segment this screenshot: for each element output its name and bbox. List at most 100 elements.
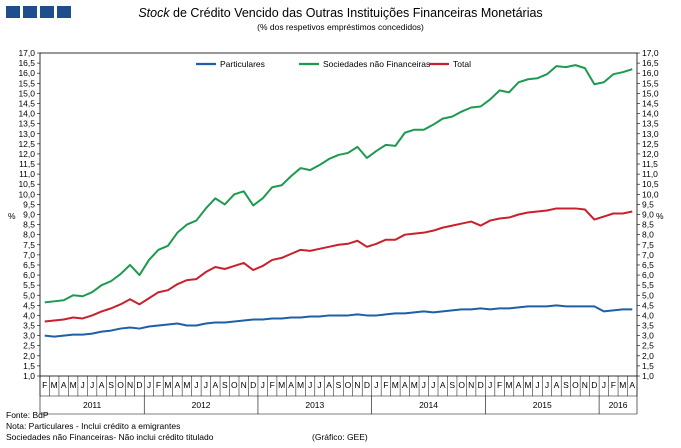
- y-tick-label-right: 6,0: [642, 270, 654, 280]
- y-tick-label-right: 13,0: [642, 129, 659, 139]
- x-month-label: N: [354, 380, 360, 390]
- y-tick-label-right: 17,0: [642, 48, 659, 58]
- y-tick-label-right: 16,0: [642, 68, 659, 78]
- y-tick-label-right: 2,0: [642, 351, 654, 361]
- y-tick-label-left: 12,0: [18, 149, 35, 159]
- x-month-label: M: [411, 380, 418, 390]
- x-month-label: J: [317, 380, 321, 390]
- y-tick-label-left: 3,5: [23, 321, 35, 331]
- y-tick-label-right: 1,0: [642, 371, 654, 381]
- y-tick-label-right: 7,5: [642, 240, 654, 250]
- x-month-label: N: [241, 380, 247, 390]
- y-tick-label-left: 11,0: [19, 169, 35, 179]
- x-month-label: A: [212, 380, 218, 390]
- x-month-label: S: [108, 380, 114, 390]
- x-month-label: J: [374, 380, 378, 390]
- legend-label: Particulares: [220, 59, 265, 69]
- footer-graphic-credit: (Gráfico: GEE): [312, 432, 368, 442]
- bank-logo: [6, 6, 71, 18]
- y-tick-label-left: 6,0: [23, 270, 35, 280]
- y-tick-label-right: 5,5: [642, 280, 654, 290]
- y-tick-label-left: 14,5: [18, 98, 35, 108]
- x-month-label: S: [563, 380, 569, 390]
- y-tick-label-right: 8,0: [642, 230, 654, 240]
- x-month-label: A: [326, 380, 332, 390]
- x-month-label: J: [308, 380, 312, 390]
- y-tick-label-right: 7,0: [642, 250, 654, 260]
- x-month-label: N: [468, 380, 474, 390]
- x-month-label: D: [478, 380, 484, 390]
- x-month-label: M: [183, 380, 190, 390]
- x-month-label: O: [231, 380, 238, 390]
- y-tick-label-right: 8,5: [642, 220, 654, 230]
- legend-label: Total: [453, 59, 471, 69]
- x-month-label: J: [147, 380, 151, 390]
- y-tick-label-right: 11,5: [642, 159, 658, 169]
- x-month-label: M: [164, 380, 171, 390]
- y-tick-label-right: 14,5: [642, 98, 659, 108]
- y-tick-label-left: 15,5: [18, 78, 35, 88]
- x-month-label: M: [278, 380, 285, 390]
- y-tick-label-right: 11,0: [642, 169, 658, 179]
- x-month-label: A: [554, 380, 560, 390]
- x-month-label: M: [392, 380, 399, 390]
- y-tick-label-left: 7,5: [23, 240, 35, 250]
- logo-block: [40, 6, 54, 18]
- x-month-label: M: [297, 380, 304, 390]
- y-tick-label-left: 3,0: [23, 331, 35, 341]
- y-tick-label-right: 13,5: [642, 119, 659, 129]
- x-year-label: 2014: [419, 400, 438, 410]
- x-month-label: A: [175, 380, 181, 390]
- x-month-label: M: [51, 380, 58, 390]
- x-month-label: S: [336, 380, 342, 390]
- x-year-label: 2016: [609, 400, 628, 410]
- x-month-label: J: [602, 380, 606, 390]
- y-tick-label-left: 4,0: [23, 310, 35, 320]
- logo-block: [6, 6, 20, 18]
- x-year-label: 2015: [533, 400, 552, 410]
- y-tick-label-left: 16,0: [18, 68, 35, 78]
- y-tick-label-right: 1,5: [642, 361, 654, 371]
- chart-title: Stock de Crédito Vencido das Outras Inst…: [0, 6, 681, 20]
- chart-title-italic: Stock: [138, 6, 170, 20]
- x-month-label: F: [42, 380, 47, 390]
- chart-subtitle: (% dos respetivos empréstimos concedidos…: [257, 22, 424, 32]
- chart-title-rest: de Crédito Vencido das Outras Instituiçõ…: [169, 6, 543, 20]
- x-month-label: F: [383, 380, 388, 390]
- series-line-total: [44, 207, 633, 323]
- y-tick-label-right: 3,5: [642, 321, 654, 331]
- y-tick-label-right: 9,0: [642, 210, 654, 220]
- y-tick-label-right: 5,0: [642, 290, 654, 300]
- y-tick-label-left: 2,0: [23, 351, 35, 361]
- x-month-label: A: [99, 380, 105, 390]
- x-month-label: D: [364, 380, 370, 390]
- y-tick-label-right: 15,0: [642, 88, 659, 98]
- y-tick-label-left: 17,0: [18, 48, 35, 58]
- y-tick-label-right: 15,5: [642, 78, 659, 88]
- footer-note-sociedades: Sociedades não Financeiras- Não inclui c…: [6, 432, 214, 442]
- x-month-label: J: [194, 380, 198, 390]
- y-tick-label-right: 6,5: [642, 260, 654, 270]
- x-month-label: O: [117, 380, 124, 390]
- y-tick-label-right: 2,5: [642, 341, 654, 351]
- y-tick-label-left: 5,0: [23, 290, 35, 300]
- x-month-label: J: [535, 380, 539, 390]
- y-tick-label-right: 9,5: [642, 199, 654, 209]
- footer-note-particulares: Nota: Particulares - Inclui crédito a em…: [6, 421, 181, 431]
- x-month-label: J: [261, 380, 265, 390]
- x-month-label: J: [545, 380, 549, 390]
- y-tick-label-left: 6,5: [23, 260, 35, 270]
- y-tick-label-left: 15,0: [18, 88, 35, 98]
- x-month-label: S: [222, 380, 228, 390]
- y-tick-label-right: 4,0: [642, 310, 654, 320]
- y-axis-label-left: %: [8, 211, 16, 221]
- y-tick-label-left: 13,0: [18, 129, 35, 139]
- x-month-label: O: [572, 380, 579, 390]
- x-month-label: D: [250, 380, 256, 390]
- x-month-label: J: [431, 380, 435, 390]
- y-tick-label-right: 10,0: [642, 189, 659, 199]
- y-tick-label-left: 9,5: [23, 199, 35, 209]
- x-month-label: F: [497, 380, 502, 390]
- x-month-label: A: [629, 380, 635, 390]
